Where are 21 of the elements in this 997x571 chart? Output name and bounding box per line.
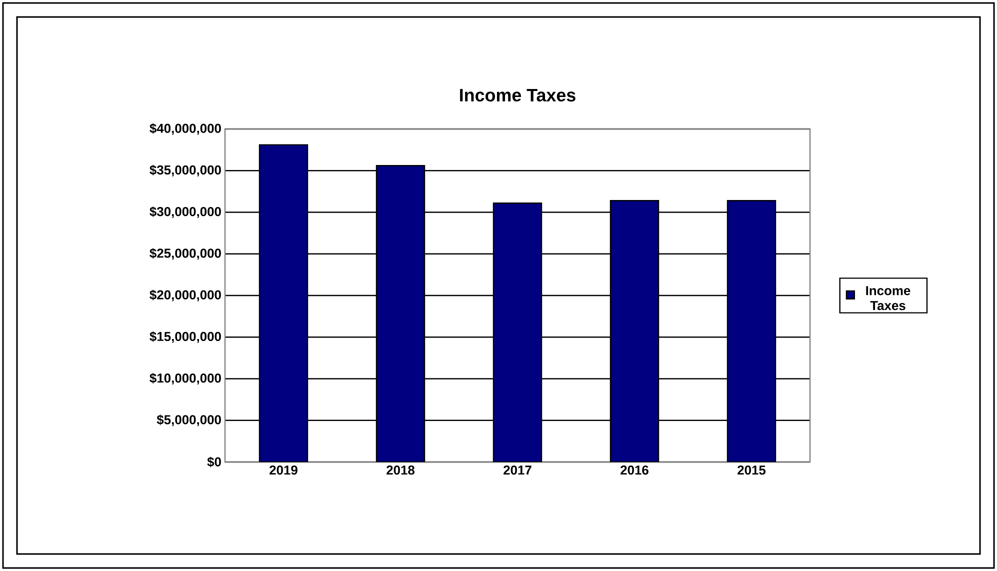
bar: [494, 203, 542, 462]
x-tick-label: 2016: [620, 466, 648, 475]
x-tick-label: 2015: [738, 466, 766, 475]
y-tick-label: $5,000,000: [156, 414, 221, 426]
x-tick-label: 2017: [504, 466, 532, 475]
y-tick-label: $10,000,000: [150, 372, 221, 385]
y-tick-label: $25,000,000: [150, 248, 221, 260]
bar: [726, 200, 776, 462]
y-tick-label: $35,000,000: [150, 164, 221, 176]
y-tick-label: $20,000,000: [150, 290, 221, 302]
bar: [260, 144, 308, 462]
x-tick-label: 2019: [270, 466, 298, 475]
y-tick-label: $15,000,000: [150, 331, 221, 343]
y-tick-label: $0: [207, 456, 221, 468]
x-tick-label: 2018: [386, 466, 415, 475]
y-tick-label: $30,000,000: [150, 206, 221, 218]
legend-label: Income Taxes: [866, 286, 910, 310]
y-tick-label: $40,000,000: [150, 123, 221, 135]
chart-title: Income Taxes: [460, 88, 576, 102]
bar: [610, 200, 659, 462]
bar: [376, 166, 425, 462]
